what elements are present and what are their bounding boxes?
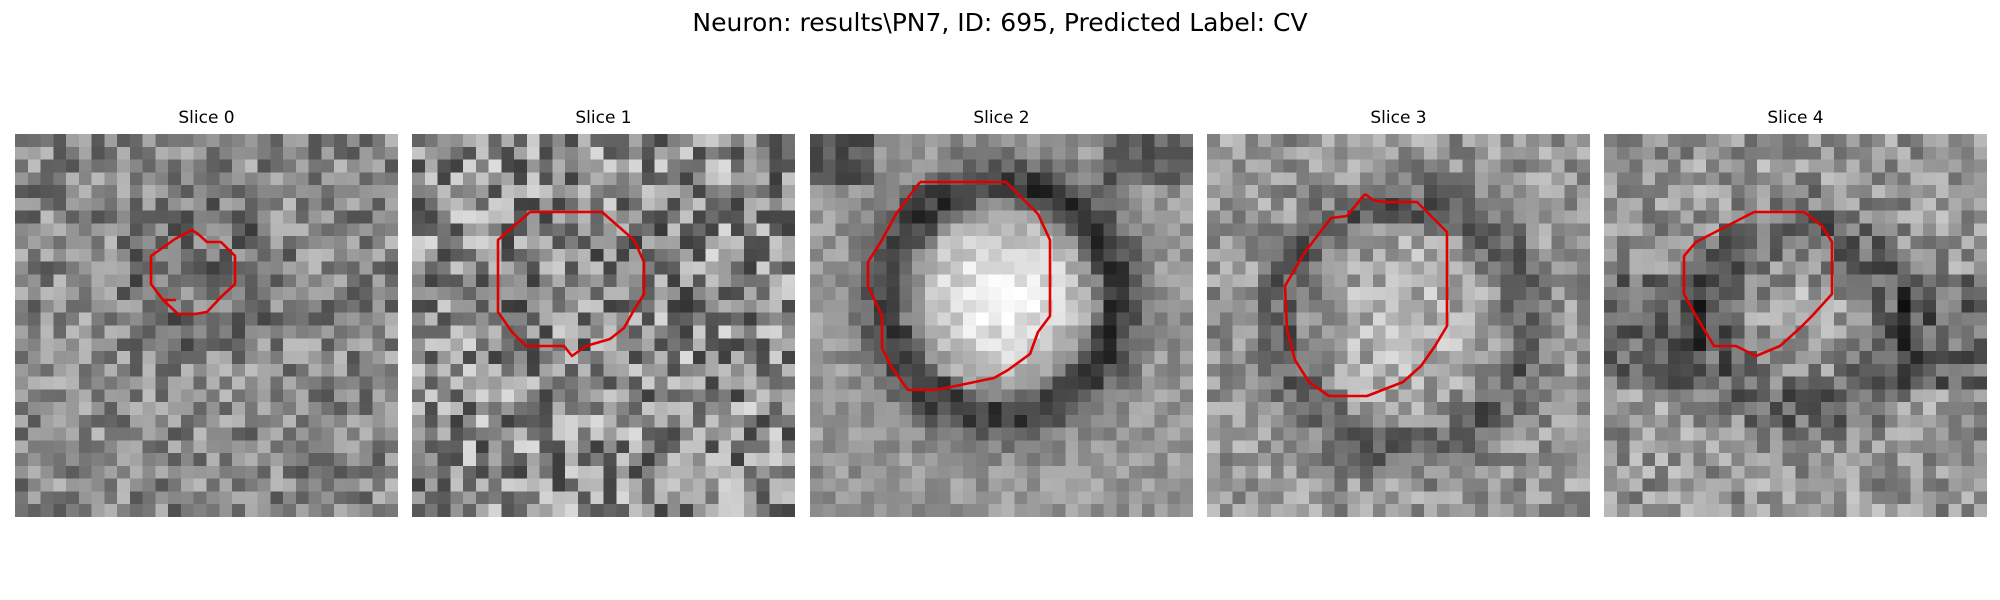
slice-panel-1: Slice 1 (412, 108, 795, 538)
slice-contour-4 (1682, 210, 1834, 358)
slice-panel-0: Slice 0 (15, 108, 398, 538)
slice-panel-4: Slice 4 (1604, 108, 1987, 538)
slice-contour-3 (1283, 192, 1449, 398)
slice-title-4: Slice 4 (1767, 108, 1824, 128)
slice-panel-2: Slice 2 (810, 108, 1193, 538)
slice-image-3 (1207, 134, 1590, 517)
slice-title-2: Slice 2 (973, 108, 1030, 128)
slice-image-4 (1604, 134, 1987, 517)
slice-image-1 (412, 134, 795, 517)
slice-image-0 (15, 134, 398, 517)
slice-title-1: Slice 1 (575, 108, 632, 128)
slice-title-3: Slice 3 (1370, 108, 1427, 128)
slice-contour-1 (496, 210, 646, 358)
slice-title-0: Slice 0 (178, 108, 235, 128)
slice-panel-3: Slice 3 (1207, 108, 1590, 538)
slice-contour-0 (149, 228, 237, 316)
slice-image-2 (810, 134, 1193, 517)
slice-contour-2 (866, 180, 1052, 392)
figure-title: Neuron: results\PN7, ID: 695, Predicted … (692, 8, 1308, 37)
